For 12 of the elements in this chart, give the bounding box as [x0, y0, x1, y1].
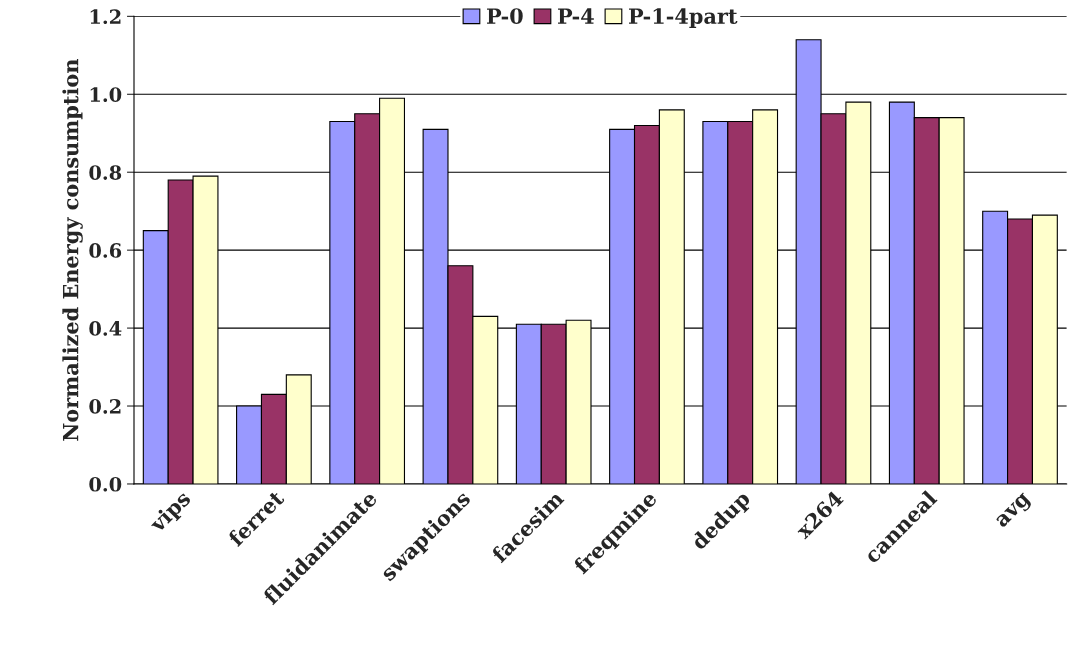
y-tick-label: 0.2 [89, 398, 121, 414]
x-tick-label: avg [995, 492, 1034, 531]
y-tick-label: 0.8 [89, 165, 122, 180]
y-tick-label: 0.4 [89, 321, 122, 336]
legend-label: P-4 [558, 8, 594, 24]
y-tick-label: 1.2 [90, 9, 121, 25]
y-tick-label: 0.6 [89, 243, 122, 258]
y-axis-title: Normalized Energy consumption [62, 59, 83, 441]
legend-label: P-1-4part [629, 8, 738, 28]
legend-label: P-0 [487, 8, 523, 24]
y-tick-label: 0.0 [89, 476, 122, 492]
y-tick-label: 1.0 [90, 87, 122, 102]
